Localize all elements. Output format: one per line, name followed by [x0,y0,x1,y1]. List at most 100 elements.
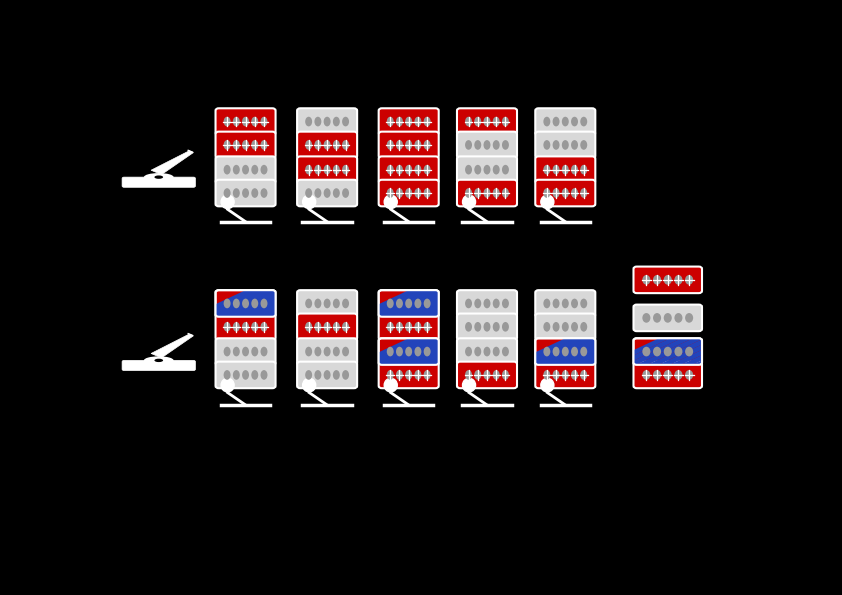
Ellipse shape [502,188,509,198]
FancyBboxPatch shape [379,290,439,317]
Ellipse shape [251,165,258,174]
FancyBboxPatch shape [216,180,275,206]
Ellipse shape [502,347,509,356]
Ellipse shape [502,140,509,150]
Ellipse shape [493,370,499,380]
Ellipse shape [342,188,349,198]
Ellipse shape [414,165,421,174]
Ellipse shape [502,117,509,126]
Ellipse shape [465,299,472,308]
Ellipse shape [405,322,413,331]
Ellipse shape [405,165,413,174]
Ellipse shape [305,347,312,356]
Ellipse shape [386,370,394,380]
Ellipse shape [305,299,312,308]
Ellipse shape [251,299,258,308]
Ellipse shape [571,188,578,198]
Ellipse shape [314,322,322,331]
FancyBboxPatch shape [379,314,439,340]
Ellipse shape [552,299,560,308]
Ellipse shape [493,165,499,174]
Ellipse shape [405,188,413,198]
Ellipse shape [571,140,578,150]
Ellipse shape [653,370,661,380]
Ellipse shape [323,347,331,356]
Ellipse shape [465,370,472,380]
Ellipse shape [493,322,499,331]
Ellipse shape [314,165,322,174]
Ellipse shape [251,117,258,126]
FancyBboxPatch shape [297,156,357,183]
FancyBboxPatch shape [536,314,595,340]
Ellipse shape [465,188,472,198]
FancyBboxPatch shape [633,267,702,293]
Ellipse shape [424,140,430,150]
Ellipse shape [674,370,683,380]
Ellipse shape [384,378,397,392]
Ellipse shape [474,347,482,356]
Ellipse shape [251,347,258,356]
FancyBboxPatch shape [379,180,439,206]
Ellipse shape [552,165,560,174]
Ellipse shape [580,188,587,198]
Ellipse shape [552,117,560,126]
FancyBboxPatch shape [536,180,595,206]
Ellipse shape [260,370,268,380]
Ellipse shape [562,117,569,126]
Ellipse shape [465,117,472,126]
Ellipse shape [552,140,560,150]
Ellipse shape [314,188,322,198]
Ellipse shape [543,370,551,380]
Ellipse shape [323,299,331,308]
Ellipse shape [224,299,231,308]
FancyBboxPatch shape [297,339,357,365]
Ellipse shape [314,117,322,126]
Ellipse shape [233,299,240,308]
Ellipse shape [386,140,394,150]
Ellipse shape [424,322,430,331]
Ellipse shape [474,117,482,126]
Ellipse shape [580,140,587,150]
Ellipse shape [224,347,231,356]
Ellipse shape [396,299,403,308]
FancyBboxPatch shape [536,290,595,317]
FancyBboxPatch shape [536,156,595,183]
Ellipse shape [642,275,650,284]
FancyBboxPatch shape [379,131,439,158]
Ellipse shape [642,313,650,322]
Ellipse shape [333,140,340,150]
Ellipse shape [221,378,234,392]
Ellipse shape [543,299,551,308]
FancyBboxPatch shape [457,314,517,340]
Ellipse shape [233,347,240,356]
Ellipse shape [251,188,258,198]
FancyBboxPatch shape [379,339,439,365]
Ellipse shape [571,165,578,174]
Ellipse shape [424,188,430,198]
Ellipse shape [674,347,683,356]
Ellipse shape [305,117,312,126]
Ellipse shape [580,299,587,308]
FancyBboxPatch shape [457,180,517,206]
FancyBboxPatch shape [457,156,517,183]
Ellipse shape [260,188,268,198]
Ellipse shape [305,370,312,380]
Ellipse shape [483,188,491,198]
FancyBboxPatch shape [536,362,595,388]
FancyBboxPatch shape [122,361,195,371]
Ellipse shape [396,165,403,174]
Ellipse shape [552,370,560,380]
FancyBboxPatch shape [297,362,357,388]
Ellipse shape [224,370,231,380]
Ellipse shape [543,188,551,198]
FancyBboxPatch shape [297,108,357,135]
Ellipse shape [302,378,316,392]
Ellipse shape [580,370,587,380]
Ellipse shape [465,165,472,174]
Ellipse shape [543,347,551,356]
Ellipse shape [414,140,421,150]
Ellipse shape [571,299,578,308]
Ellipse shape [571,370,578,380]
Ellipse shape [562,370,569,380]
Ellipse shape [342,117,349,126]
